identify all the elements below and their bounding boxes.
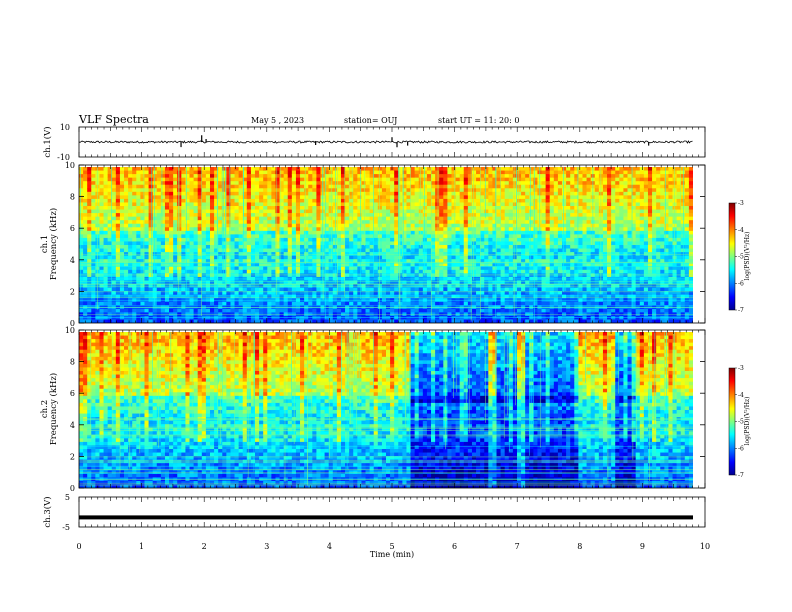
ch2-spectrogram-ytick: 8 bbox=[70, 358, 75, 367]
colorbar-tick: -4 bbox=[738, 227, 744, 234]
time-axis-tick-labels: 0 1 2 3 4 5 6 7 8 9 10 bbox=[76, 542, 710, 551]
ch1-colorbar-gradient bbox=[728, 202, 736, 311]
time-axis-tick: 4 bbox=[327, 542, 332, 551]
start-ut-label: start UT = 11: 20: 0 bbox=[438, 116, 519, 125]
ch1-ytick-top: 10 bbox=[60, 123, 70, 132]
ch1-colorbar-label: log(PSD)(V²/Hz) bbox=[744, 232, 751, 281]
ch2-spectrogram-heatmap bbox=[79, 332, 693, 488]
time-axis-label: Time (min) bbox=[370, 550, 414, 559]
time-axis-tick: 7 bbox=[515, 542, 520, 551]
ch1-ytick-bottom: -10 bbox=[57, 153, 70, 162]
ch2-spectrogram-ylabel-frequency: Frequency (kHz) bbox=[48, 373, 59, 445]
ch3-waveform-panel: 5 -5 ch.3(V) bbox=[42, 493, 706, 532]
ch1-waveform-ylabel: ch.1(V) bbox=[42, 126, 53, 157]
ch2-spectrogram-ytick: 10 bbox=[65, 326, 75, 335]
time-axis-tick: 0 bbox=[76, 542, 81, 551]
colorbar-tick: -5 bbox=[738, 419, 744, 426]
ch2-spectrogram-ytick: 4 bbox=[70, 421, 75, 430]
time-axis-tick: 5 bbox=[389, 542, 394, 551]
ch2-spectrogram-ytick: 0 bbox=[70, 484, 75, 493]
ch2-spectrogram-ytick: 2 bbox=[70, 452, 75, 461]
ch1-spectrogram-ytick: 0 bbox=[70, 319, 75, 328]
ch2-colorbar: -3 -4 -5 -6 -7 log(PSD)(V²/Hz) bbox=[728, 365, 751, 479]
ch3-ytick-top: 5 bbox=[65, 493, 70, 502]
ch1-waveform-panel: 10 -10 ch.1(V) bbox=[42, 123, 706, 162]
ch1-spectrogram-ytick: 6 bbox=[70, 224, 75, 233]
ch2-spectrogram-panel: 0 2 4 6 8 10 ch.2 Frequency (kHz) bbox=[40, 326, 706, 493]
figure-title: VLF Spectra bbox=[78, 113, 149, 126]
colorbar-tick: -4 bbox=[738, 392, 744, 399]
ch1-spectrogram-ytick: 8 bbox=[70, 193, 75, 202]
ch1-spectrogram-ylabel-frequency: Frequency (kHz) bbox=[48, 208, 59, 280]
ch2-colorbar-gradient bbox=[728, 367, 736, 476]
time-axis-tick: 1 bbox=[139, 542, 144, 551]
time-axis-tick: 2 bbox=[202, 542, 207, 551]
station-label: station= OUJ bbox=[344, 116, 397, 125]
ch3-ytick-bottom: -5 bbox=[62, 523, 70, 532]
ch1-spectrogram-heatmap bbox=[79, 167, 693, 323]
time-axis-tick: 10 bbox=[700, 542, 710, 551]
colorbar-tick: -3 bbox=[738, 200, 744, 207]
date-label: May 5 , 2023 bbox=[251, 116, 304, 125]
colorbar-tick: -7 bbox=[738, 472, 744, 479]
ch3-waveform-ylabel: ch.3(V) bbox=[42, 496, 53, 527]
colorbar-tick: -3 bbox=[738, 365, 744, 372]
colorbar-tick: -6 bbox=[738, 445, 744, 452]
time-axis-tick: 6 bbox=[452, 542, 457, 551]
ch2-colorbar-label: log(PSD)(V²/Hz) bbox=[744, 397, 751, 446]
ch1-spectrogram-ytick: 4 bbox=[70, 256, 75, 265]
time-axis-tick: 3 bbox=[264, 542, 269, 551]
ch2-spectrogram-ytick: 6 bbox=[70, 389, 75, 398]
time-axis-tick: 8 bbox=[577, 542, 582, 551]
ch1-spectrogram-panel: 0 2 4 6 8 10 ch.1 Frequency (kHz) bbox=[40, 161, 706, 328]
ch1-spectrogram-ylabel-channel: ch.1 bbox=[40, 235, 50, 253]
ch2-spectrogram-ylabel-channel: ch.2 bbox=[40, 400, 50, 418]
ch1-waveform-trace bbox=[78, 140, 693, 144]
ch1-colorbar: -3 -4 -5 -6 -7 log(PSD)(V²/Hz) bbox=[728, 200, 751, 314]
ch1-spectrogram-ytick: 10 bbox=[65, 161, 75, 170]
colorbar-tick: -7 bbox=[738, 307, 744, 314]
time-axis-tick: 9 bbox=[640, 542, 645, 551]
ch1-spectrogram-ytick: 2 bbox=[70, 287, 75, 296]
colorbar-tick: -6 bbox=[738, 280, 744, 287]
colorbar-tick: -5 bbox=[738, 254, 744, 261]
ch3-waveform-trace bbox=[79, 515, 693, 520]
